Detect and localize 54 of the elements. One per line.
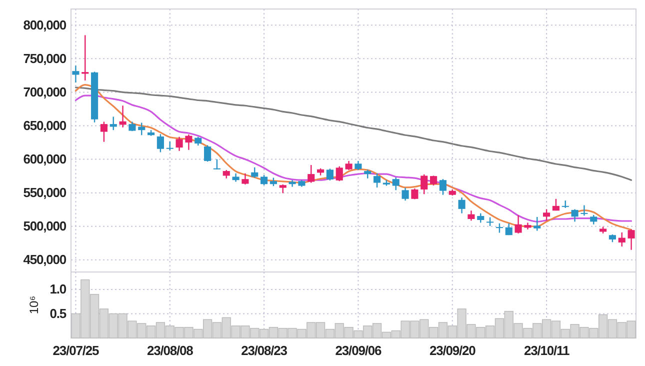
candlestick <box>618 232 626 248</box>
candlestick <box>590 214 598 225</box>
candlestick <box>580 204 588 216</box>
candlestick <box>110 116 117 131</box>
candlestick <box>336 166 343 182</box>
candlestick <box>477 212 484 224</box>
candlestick <box>345 160 352 171</box>
candlestick <box>439 178 446 196</box>
y-tick-label: 500,000 <box>23 218 66 234</box>
y-tick-label: 1.0 <box>50 282 66 297</box>
y-tick-label: 600,000 <box>23 151 66 166</box>
candlestick <box>534 216 541 232</box>
candlestick <box>420 174 428 195</box>
candlestick <box>430 175 438 186</box>
candlestick <box>138 122 146 136</box>
candlestick <box>176 136 183 152</box>
candlestick <box>392 176 400 191</box>
x-tick-label: 23/07/25 <box>52 343 99 358</box>
candlestick <box>204 144 212 162</box>
candlestick <box>242 172 249 186</box>
candlestick <box>166 140 174 152</box>
candlestick <box>326 168 334 182</box>
candlestick <box>213 158 220 170</box>
x-tick-label: 23/09/20 <box>429 343 476 358</box>
y-tick-label: 700,000 <box>23 84 66 100</box>
candlestick <box>156 134 164 153</box>
y-tick-label: 650,000 <box>23 118 66 133</box>
x-tick-label: 23/09/06 <box>335 343 382 358</box>
candlestick <box>402 187 409 202</box>
y-tick-label: 750,000 <box>23 50 66 66</box>
candlestick <box>514 214 522 234</box>
line-series <box>74 86 632 181</box>
candlestick <box>543 208 550 222</box>
candlestick <box>374 172 381 188</box>
y-tick-label: 800,000 <box>23 17 66 32</box>
candlestick <box>628 228 635 250</box>
y-axis-title: 10⁶ <box>27 296 41 314</box>
candlestick <box>72 65 80 84</box>
candlestick <box>100 121 108 142</box>
candlestick <box>468 210 475 222</box>
y-tick-label: 0.5 <box>50 306 66 321</box>
y-tick-label: 450,000 <box>23 252 66 268</box>
candlestick <box>458 196 466 214</box>
y-tick-label: 550,000 <box>23 184 66 200</box>
candlestick <box>251 166 258 178</box>
candlestick <box>496 222 503 234</box>
candlestick <box>308 164 315 184</box>
candlestick <box>571 208 578 222</box>
candlestick <box>354 160 362 171</box>
x-tick-label: 23/08/08 <box>146 343 194 358</box>
candlestick <box>185 134 192 150</box>
x-tick-label: 23/08/23 <box>241 343 288 358</box>
x-tick-label: 23/10/11 <box>524 343 570 358</box>
candlestick <box>260 174 268 186</box>
